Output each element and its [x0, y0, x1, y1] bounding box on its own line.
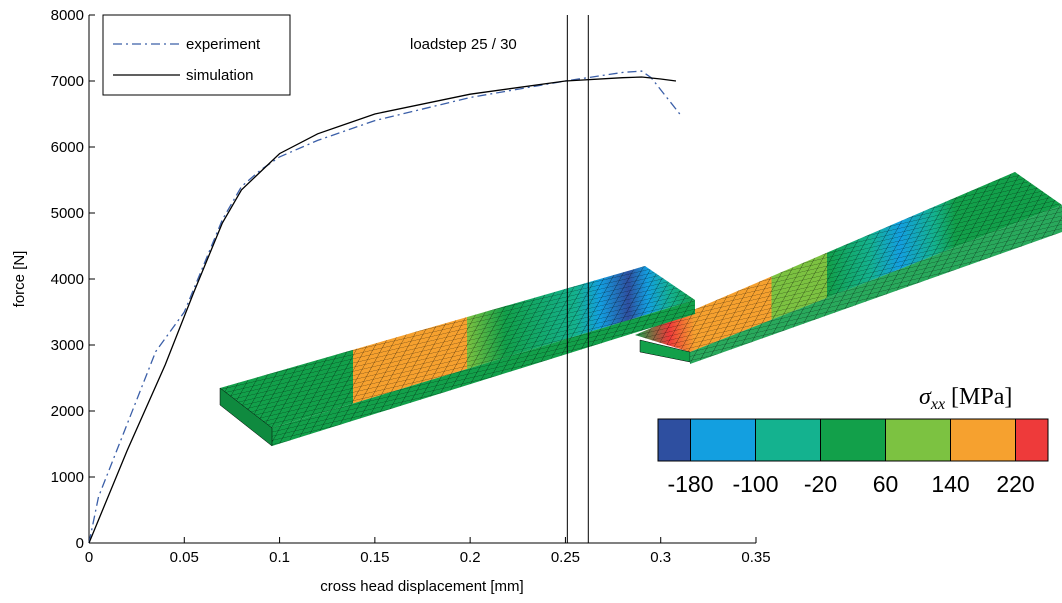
y-tick-label: 1000	[51, 469, 84, 486]
x-tick-label: 0	[85, 549, 93, 566]
colorbar-tick-label: 60	[873, 471, 899, 497]
y-tick-label: 8000	[51, 7, 84, 24]
annotation: loadstep 25 / 30	[410, 36, 517, 53]
x-tick-label: 0.3	[650, 549, 671, 566]
x-tick-label: 0.05	[170, 549, 199, 566]
x-tick-label: 0.15	[360, 549, 389, 566]
y-axis-label: force [N]	[11, 251, 28, 308]
colorbar-segment	[821, 419, 886, 461]
y-tick-label: 2000	[51, 403, 84, 420]
x-axis-label: cross head displacement [mm]	[320, 578, 523, 595]
colorbar-label: σxx[MPa]	[919, 384, 1012, 413]
chart: loadstep 25 / 30 cross head displacement…	[0, 0, 1062, 598]
colorbar-tick-label: 140	[931, 471, 969, 497]
colorbar-tick-label: -20	[804, 471, 837, 497]
y-tick-label: 3000	[51, 337, 84, 354]
colorbar-tick-label: -100	[732, 471, 778, 497]
y-tick-label: 4000	[51, 271, 84, 288]
y-tick-label: 6000	[51, 139, 84, 156]
colorbar-segment	[756, 419, 821, 461]
colorbar-segment	[886, 419, 951, 461]
x-tick-label: 0.35	[741, 549, 770, 566]
y-tick-label: 5000	[51, 205, 84, 222]
colorbar-segment	[691, 419, 756, 461]
colorbar-subscript: xx	[930, 396, 945, 413]
colorbar-unit: [MPa]	[951, 384, 1012, 410]
y-tick-label: 0	[76, 535, 84, 552]
legend-label: simulation	[186, 67, 254, 84]
legend-label: experiment	[186, 36, 261, 53]
colorbar-segment	[1016, 419, 1049, 461]
x-tick-label: 0.1	[269, 549, 290, 566]
x-tick-label: 0.25	[551, 549, 580, 566]
colorbar-tick-label: -180	[667, 471, 713, 497]
colorbar-segment	[658, 419, 691, 461]
x-tick-label: 0.2	[460, 549, 481, 566]
colorbar-tick-label: 220	[996, 471, 1034, 497]
colorbar-segment	[951, 419, 1016, 461]
y-tick-label: 7000	[51, 73, 84, 90]
